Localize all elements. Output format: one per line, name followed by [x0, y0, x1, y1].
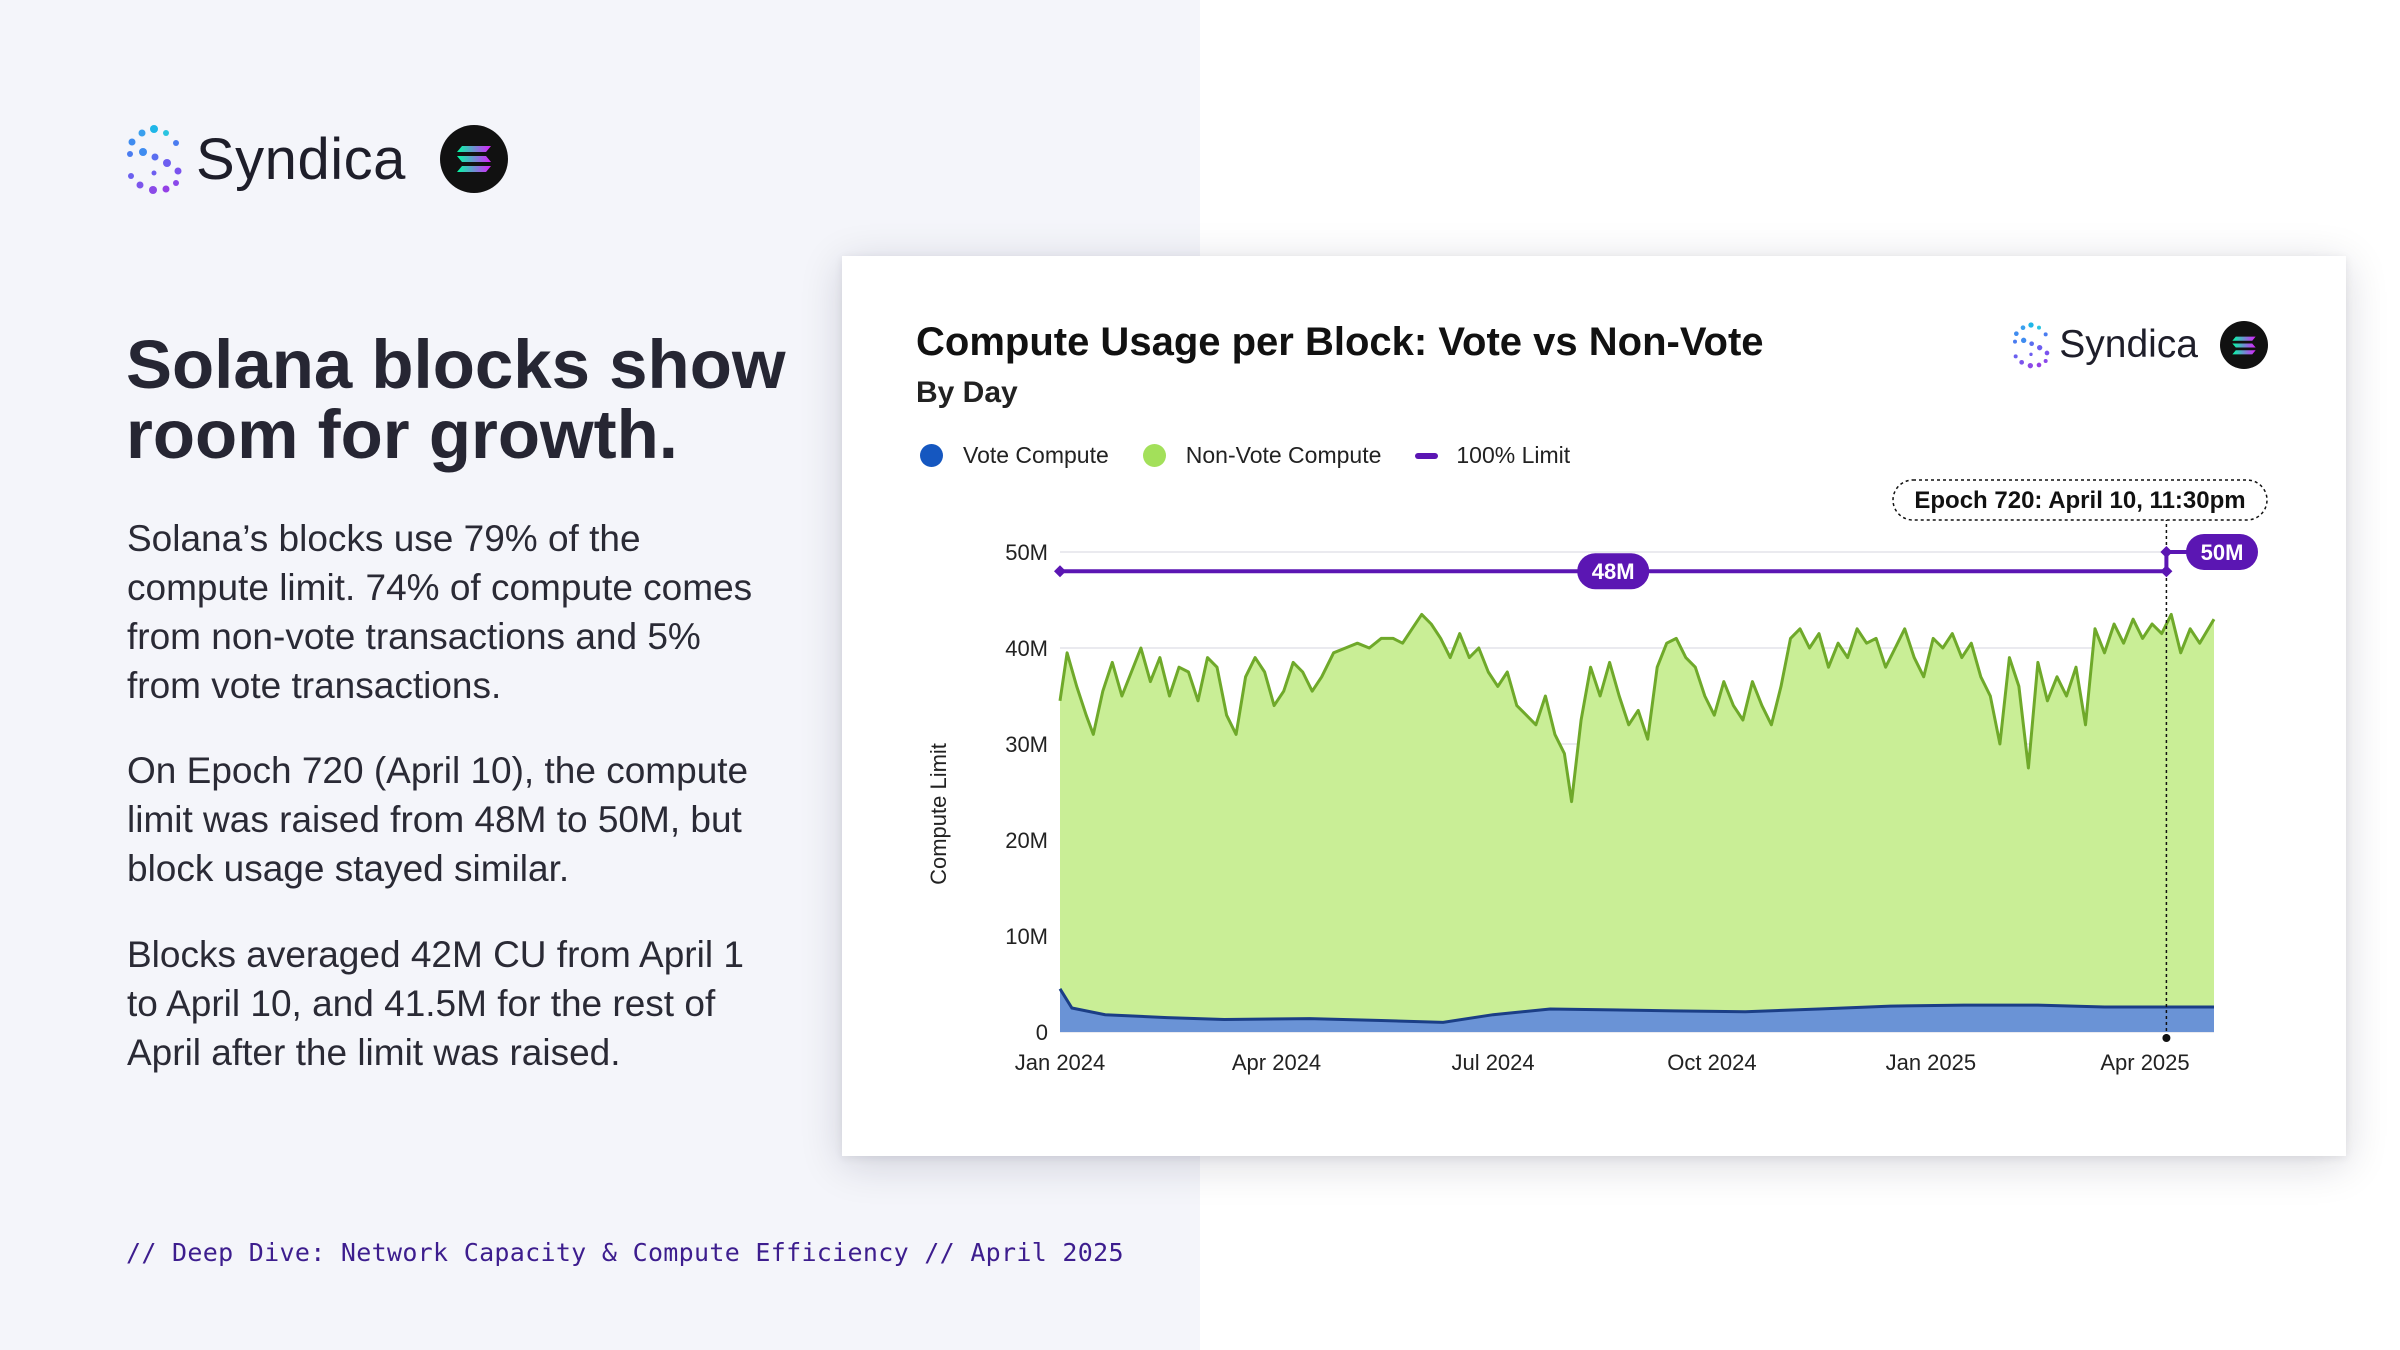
legend-swatch-limit: [1415, 452, 1439, 459]
paragraph-epoch: On Epoch 720 (April 10), the compute lim…: [127, 750, 749, 889]
y-tick-label: 0: [1036, 1020, 1048, 1045]
legend-item-vote[interactable]: Vote Compute: [920, 442, 1109, 469]
legend-item-nonvote[interactable]: Non-Vote Compute: [1142, 442, 1382, 469]
limit-point: [2160, 565, 2173, 578]
non-vote-area: [1060, 614, 2214, 1032]
annotation-marker: [2162, 1034, 2171, 1042]
legend-swatch-nonvote: [1142, 444, 1166, 467]
chart-subtitle: By Day: [916, 376, 1018, 409]
legend-label-limit: 100% Limit: [1456, 442, 1571, 468]
x-tick-label: Jan 2024: [1015, 1050, 1106, 1075]
card-brand-name: Syndica: [2059, 323, 2198, 366]
slide-headline: Solana blocks show room for growth.: [126, 330, 786, 470]
headline-line-2: room for growth.: [126, 396, 678, 473]
chart-legend: Vote Compute Non-Vote Compute 100% Limit: [920, 442, 1604, 469]
syndica-logo-icon: [2013, 322, 2050, 369]
legend-item-limit[interactable]: 100% Limit: [1415, 442, 1570, 469]
brand-name: Syndica: [196, 126, 406, 192]
paragraph-average: Blocks averaged 42M CU from April 1 to A…: [127, 934, 744, 1073]
vote-line: [1058, 988, 2214, 1024]
limit-label-50: 50M: [2201, 540, 2244, 565]
paragraph-usage: Solana’s blocks use 79% of the compute l…: [127, 518, 753, 706]
footer-note: // Deep Dive: Network Capacity & Compute…: [126, 1238, 1124, 1267]
annotation-box: [1892, 479, 2268, 521]
limit-label-48: 48M: [1592, 559, 1635, 584]
legend-label-nonvote: Non-Vote Compute: [1185, 442, 1382, 468]
x-tick-label: Jan 2025: [1886, 1050, 1977, 1075]
y-tick-label: 10M: [1005, 924, 1048, 949]
y-tick-label: 40M: [1005, 636, 1048, 661]
y-axis-label: Compute Limit: [926, 743, 951, 885]
x-tick-label: Jul 2024: [1451, 1050, 1534, 1075]
headline-line-1: Solana blocks show: [126, 326, 786, 403]
x-tick-label: Apr 2024: [1232, 1050, 1321, 1075]
legend-swatch-vote: [920, 444, 943, 467]
chart-title: Compute Usage per Block: Vote vs Non-Vot…: [916, 320, 1764, 364]
limit-label-48-pill: [1577, 553, 1650, 590]
brand-header: Syndica: [124, 120, 508, 198]
y-tick-label: 50M: [1005, 540, 1048, 565]
solana-icon: [2220, 321, 2268, 369]
limit-point: [1054, 565, 1066, 578]
limit-label-50-pill: [2186, 534, 2258, 570]
y-tick-label: 20M: [1005, 828, 1048, 853]
card-brand: Syndica: [2011, 318, 2268, 372]
syndica-logo-icon: [127, 125, 182, 194]
chart-card: Compute Usage per Block: Vote vs Non-Vot…: [842, 256, 2346, 1156]
y-tick-label: 30M: [1005, 732, 1048, 757]
annotation-label: Epoch 720: April 10, 11:30pm: [1914, 487, 2245, 514]
non-vote-line: [1058, 612, 2216, 804]
legend-label-vote: Vote Compute: [963, 442, 1109, 468]
x-tick-label: Oct 2024: [1667, 1050, 1756, 1075]
solana-icon: [439, 125, 508, 193]
limit-point: [2160, 546, 2173, 558]
x-tick-label: Apr 2025: [2100, 1050, 2189, 1075]
compute-usage-chart: 50M 40M 30M 20M 10M 0 Jan 2024 Apr 2024 Jul 2024…: [926, 479, 2268, 1075]
